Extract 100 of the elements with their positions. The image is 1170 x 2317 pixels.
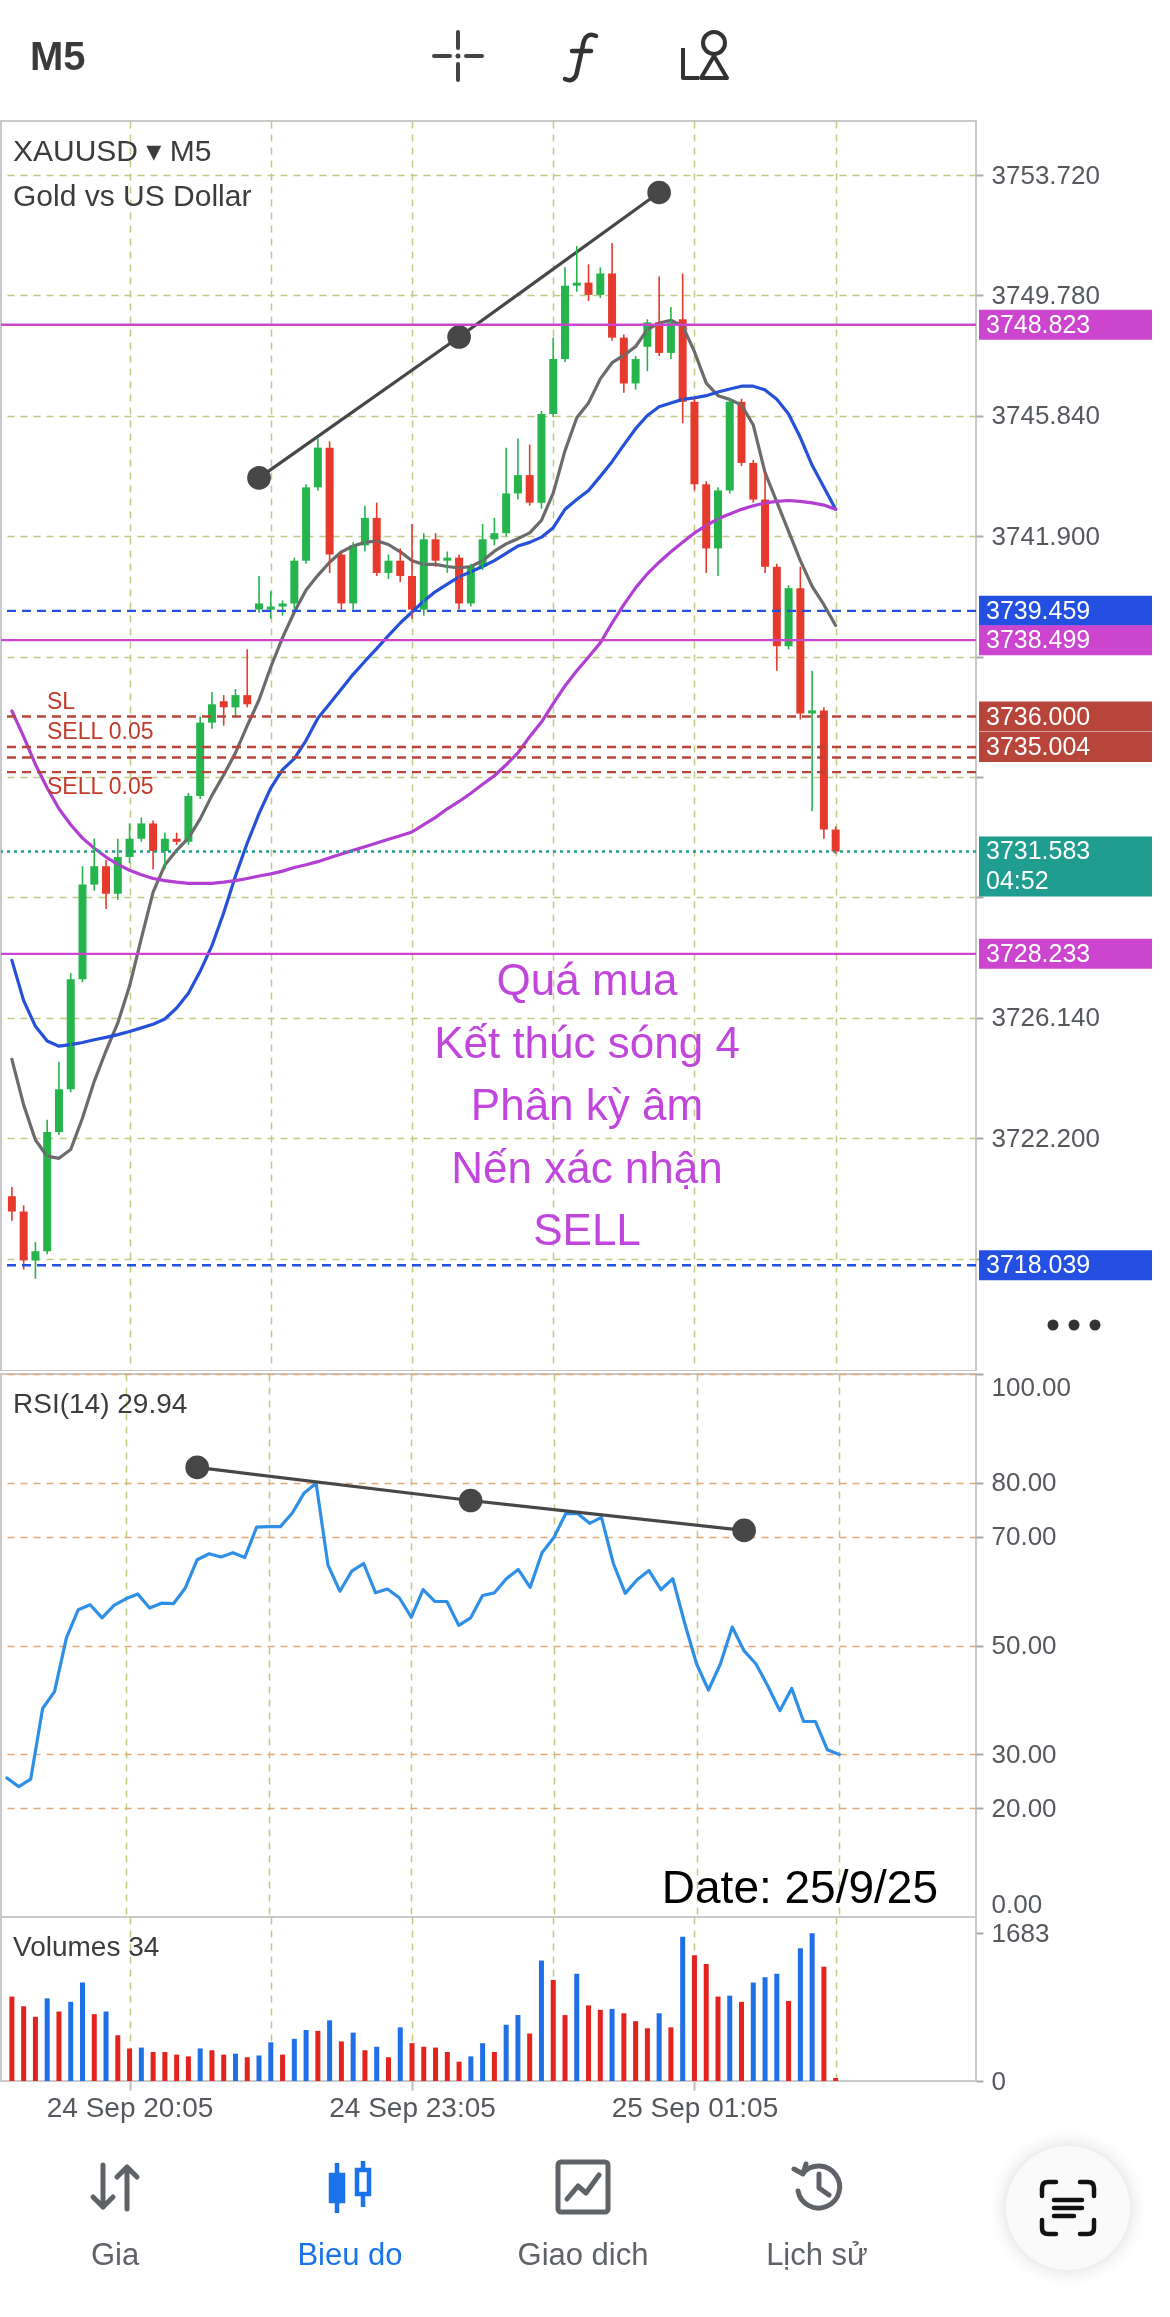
bar xyxy=(621,2013,627,2081)
annotation: SELL xyxy=(533,1205,641,1254)
bar xyxy=(456,2061,462,2081)
bar xyxy=(503,2024,509,2081)
bar xyxy=(244,2057,250,2081)
annotation: Date: 25/9/25 xyxy=(661,1861,938,1913)
point xyxy=(447,325,471,349)
bar xyxy=(209,2050,215,2081)
bar xyxy=(280,2054,286,2081)
ref-line-label: 3739.459 xyxy=(986,595,1091,624)
bar xyxy=(809,1933,815,2081)
y-tick-label: 20.00 xyxy=(991,1792,1057,1823)
point xyxy=(247,466,271,490)
bar xyxy=(409,2043,415,2081)
text: M5 xyxy=(30,33,86,79)
annotation: Nến xác nhận xyxy=(451,1142,723,1192)
bar xyxy=(315,2030,321,2081)
bar xyxy=(433,2047,439,2081)
bar xyxy=(491,2051,497,2081)
y-tick-label: 3722.200 xyxy=(991,1122,1100,1153)
bar xyxy=(468,2056,474,2081)
line-series xyxy=(10,498,838,885)
bar xyxy=(115,2035,121,2081)
bar xyxy=(138,2047,144,2081)
bar xyxy=(715,1996,721,2081)
bar xyxy=(703,1964,709,2081)
bar xyxy=(21,2006,27,2081)
bar xyxy=(797,1948,803,2081)
bar xyxy=(56,2011,62,2081)
ref-line-label: 3728.233 xyxy=(986,938,1091,967)
annotation: SELL 0.05 xyxy=(47,717,154,744)
y-tick-label: 80.00 xyxy=(991,1467,1057,1498)
x-tick-label: 24 Sep 23:05 xyxy=(329,2091,496,2123)
candlestick xyxy=(137,816,146,843)
bar xyxy=(385,2057,391,2081)
bar xyxy=(527,2033,533,2081)
x-tick-label: 24 Sep 20:05 xyxy=(46,2091,214,2123)
bar xyxy=(32,2016,38,2081)
bar xyxy=(586,2005,592,2081)
bar xyxy=(750,1982,756,2081)
bar xyxy=(68,2001,74,2081)
bar xyxy=(374,2046,380,2081)
bar xyxy=(268,2042,274,2081)
bar xyxy=(821,1966,827,2081)
point xyxy=(647,180,671,205)
y-tick-label: 70.00 xyxy=(991,1521,1057,1552)
bar xyxy=(680,1936,686,2081)
bar xyxy=(221,2054,227,2081)
text: Gia xyxy=(90,2237,140,2273)
bar xyxy=(786,2000,792,2081)
y-tick-label: 3745.840 xyxy=(991,400,1100,431)
bar xyxy=(9,1996,15,2081)
ref-line-label: 3731.583 04:52 xyxy=(986,836,1091,895)
chart-title: XAUUSD ▾ M5 xyxy=(13,134,212,167)
annotation: SELL 0.05 xyxy=(47,773,154,800)
bar xyxy=(515,2015,521,2081)
ref-line-label: 3736.000 xyxy=(986,701,1091,730)
bar xyxy=(633,2021,639,2081)
text: Bieu do xyxy=(297,2237,403,2273)
annotation: Quá mua xyxy=(496,955,679,1004)
bar xyxy=(727,1995,733,2081)
bar xyxy=(185,2056,191,2081)
bar xyxy=(256,2055,262,2081)
y-tick-label: 3749.780 xyxy=(991,279,1100,310)
text: Gold vs US Dollar xyxy=(13,179,252,212)
bar xyxy=(127,2048,133,2081)
x-tick-label: 25 Sep 01:05 xyxy=(611,2091,779,2123)
bar xyxy=(668,2027,674,2081)
y-tick-label: 3726.140 xyxy=(991,1002,1100,1033)
bar xyxy=(597,2009,603,2081)
y-tick-label: 50.00 xyxy=(991,1630,1057,1660)
bar xyxy=(421,2046,427,2081)
bar xyxy=(538,1960,544,2081)
bar xyxy=(291,2038,297,2081)
bar xyxy=(197,2048,203,2081)
bar xyxy=(350,2032,356,2081)
bar xyxy=(338,2041,344,2081)
bar xyxy=(44,1998,50,2081)
bar xyxy=(656,2013,662,2081)
bar xyxy=(91,2014,97,2081)
y-tick-label: 3741.900 xyxy=(991,520,1100,551)
y-tick-label: 0.00 xyxy=(991,1888,1043,1919)
bar xyxy=(79,1982,85,2081)
bar xyxy=(397,2027,403,2081)
ref-line-label: 3735.004 xyxy=(986,731,1091,760)
annotation: SL xyxy=(47,687,76,714)
y-tick-label: 100.00 xyxy=(991,1371,1072,1402)
bar xyxy=(609,2008,615,2081)
text: Lịch sử xyxy=(766,2237,868,2273)
y-tick-label: 1683 xyxy=(991,1917,1050,1948)
ref-line-label: 3738.499 xyxy=(986,625,1091,654)
bar xyxy=(303,2030,309,2081)
bar xyxy=(480,2043,486,2081)
bar xyxy=(327,2020,333,2081)
bar xyxy=(574,1973,580,2081)
text: RSI(14) 29.94 xyxy=(13,1388,188,1419)
y-tick-label: 3753.720 xyxy=(991,159,1100,190)
annotation: Phân kỳ âm xyxy=(470,1080,704,1129)
bar xyxy=(691,1955,697,2081)
bar xyxy=(150,2051,156,2081)
